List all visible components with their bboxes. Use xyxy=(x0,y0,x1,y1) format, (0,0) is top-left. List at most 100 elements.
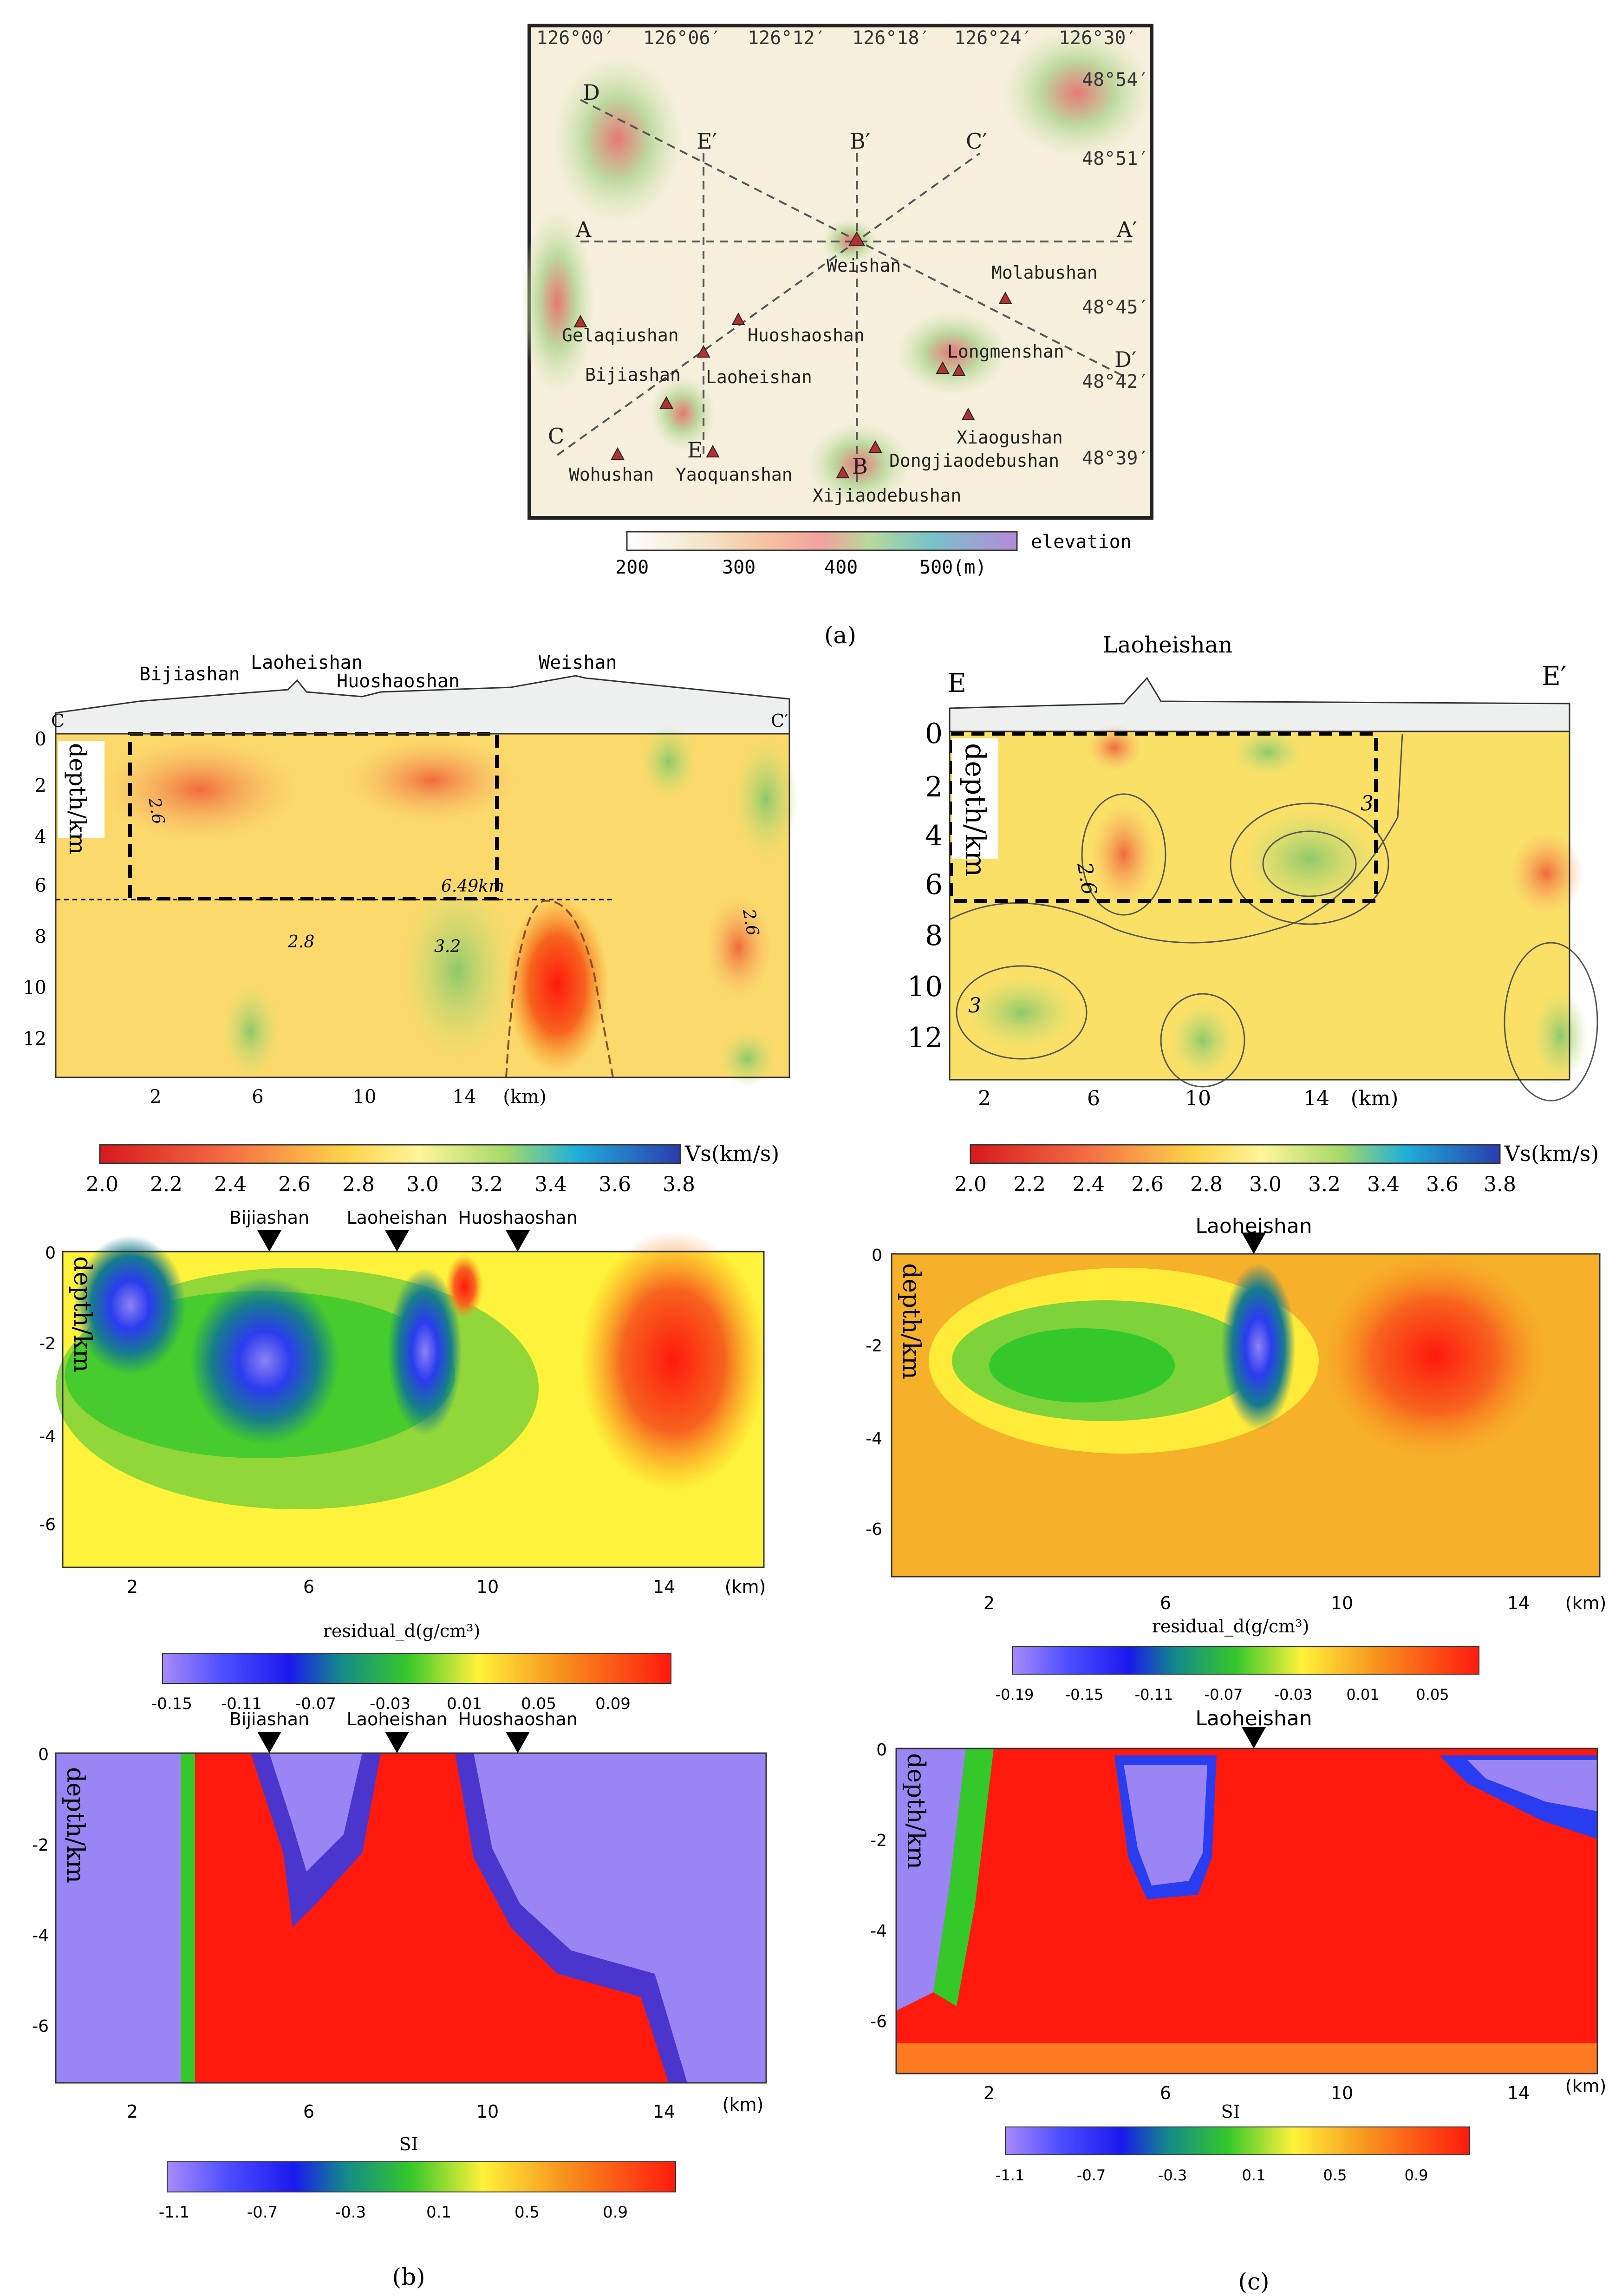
x-tick: 10 xyxy=(1331,1593,1353,1613)
x-tick: 6 xyxy=(1087,1087,1100,1110)
volcano-label: Wohushan xyxy=(569,464,654,485)
colorbar-tick: 0.01 xyxy=(447,1695,482,1713)
colorbar-tick: -1.1 xyxy=(159,2203,189,2222)
panel-a-label: (a) xyxy=(824,622,856,649)
si-colorbar: -1.1 -0.7 -0.3 0.1 0.5 0.9 xyxy=(996,2126,1470,2184)
profile-end-label: C xyxy=(548,424,564,449)
colorbar-tick: -0.07 xyxy=(295,1695,336,1713)
x-tick: 2 xyxy=(984,1593,995,1613)
x-tick: 10 xyxy=(1331,2083,1353,2103)
colorbar-label: residual_d(g/cm³) xyxy=(323,1621,481,1642)
profile-start-label: C xyxy=(51,711,65,731)
colorbar-tick: 2.2 xyxy=(1013,1173,1046,1196)
b-vs-section: C C′ Bijiashan Laoheishan Huoshaoshan We… xyxy=(23,652,799,1196)
colorbar-tick: 2.8 xyxy=(1190,1173,1223,1196)
lon-label: 126°24′ xyxy=(954,27,1033,49)
depth-tick: 8 xyxy=(925,920,943,952)
colorbar-tick: -0.7 xyxy=(247,2203,278,2222)
marker-label: Laoheishan xyxy=(1195,1214,1312,1238)
marker-label: Bijiashan xyxy=(229,1207,309,1228)
lon-label: 126°18′ xyxy=(852,27,931,49)
colorbar-tick: 0.1 xyxy=(426,2203,451,2222)
profile-end-label: B′ xyxy=(850,129,870,154)
x-tick: 2 xyxy=(984,2083,995,2103)
depth-tick: 10 xyxy=(23,977,46,998)
depth-axis-label: depth/km xyxy=(959,743,991,877)
vs-colorbar: Vs(km/s) 2.0 2.2 2.4 2.6 2.8 3.0 3.2 3.4… xyxy=(86,1141,779,1196)
colorbar-tick: 0.5 xyxy=(515,2203,540,2222)
x-tick: 2 xyxy=(127,2101,138,2122)
density-anomalies xyxy=(929,1254,1546,1458)
colorbar-tick: 2.6 xyxy=(1131,1173,1164,1196)
density-colorbar: -0.19 -0.15 -0.11 -0.07 -0.03 0.01 0.05 xyxy=(996,1646,1479,1703)
depth-tick: 0 xyxy=(925,718,943,750)
volcano-markers xyxy=(257,1732,530,1753)
depth-tick: 6 xyxy=(925,868,943,901)
depth-tick: 12 xyxy=(23,1028,46,1050)
elevation-label: elevation xyxy=(1031,531,1132,553)
profile-end-label: C′ xyxy=(966,129,987,154)
peak-label: Weishan xyxy=(539,652,617,673)
colorbar-tick: 2.2 xyxy=(150,1173,182,1196)
volcano-label: Xijiaodebushan xyxy=(813,485,961,506)
panel-b-label: (b) xyxy=(392,2263,425,2290)
depth-tick: -2 xyxy=(866,1337,882,1356)
volcano-label: Xiaogushan xyxy=(957,427,1063,448)
vs-anomalies xyxy=(966,724,1588,1082)
volcano-label: Gelaqiushan xyxy=(562,325,679,346)
marker-label: Bijiashan xyxy=(229,1709,309,1729)
x-tick: 14 xyxy=(1507,1593,1530,1613)
volcano-label: Longmenshan xyxy=(947,341,1064,362)
colorbar-tick: -0.11 xyxy=(1135,1686,1173,1703)
depth-tick: 4 xyxy=(925,820,943,852)
contour-lines xyxy=(949,733,1598,1102)
contour-label: 2.6 xyxy=(739,907,762,937)
volcano-label: Huoshaoshan xyxy=(748,325,865,346)
x-tick: 10 xyxy=(476,2101,499,2122)
si-field xyxy=(896,1748,1597,2074)
depth-axis-label: depth/km xyxy=(64,743,91,854)
colorbar-tick: 3.4 xyxy=(1367,1173,1400,1196)
lon-label: 126°00′ xyxy=(536,27,615,49)
depth-tick: -4 xyxy=(866,1429,882,1448)
volcano-label: Dongjiaodebushan xyxy=(889,450,1059,471)
si-anomalies xyxy=(896,1748,1597,2074)
peak-label: Laoheishan xyxy=(251,652,363,673)
x-tick: 6 xyxy=(303,2101,314,2122)
c-vs-section: E E′ Laoheishan depth/km 2.6 3 3 0 2 4 6… xyxy=(907,632,1599,1196)
profile-end-label: D xyxy=(583,80,600,105)
colorbar-tick: 2.0 xyxy=(86,1173,118,1196)
colorbar-tick: 3.0 xyxy=(1249,1173,1282,1196)
colorbar-label: SI xyxy=(399,2134,418,2154)
vs-colorbar: Vs(km/s) 2.0 2.2 2.4 2.6 2.8 3.0 3.2 3.4… xyxy=(954,1141,1599,1196)
depth-tick: 6 xyxy=(35,875,46,896)
depth-tick: -6 xyxy=(32,2017,49,2036)
volcano-label: Molabushan xyxy=(991,262,1098,283)
depth-tick: 0 xyxy=(872,1246,882,1265)
lon-label: 126°06′ xyxy=(643,27,722,49)
depth-tick: 0 xyxy=(38,1745,49,1764)
x-tick: 2 xyxy=(978,1087,991,1110)
b-si-section: depth/km Bijiashan Laoheishan Huoshaosha… xyxy=(32,1709,767,2290)
panel-c-label: (c) xyxy=(1238,2268,1269,2295)
lon-label: 126°12′ xyxy=(748,27,826,49)
low-velocity-box xyxy=(128,732,499,900)
depth-tick: -6 xyxy=(39,1515,56,1534)
depth-tick: 2 xyxy=(925,771,943,803)
lat-label: 48°54′ xyxy=(1082,69,1149,91)
colorbar-tick: -0.03 xyxy=(370,1695,410,1713)
topo-profile xyxy=(949,677,1570,732)
topo-profile xyxy=(55,675,790,735)
x-tick: 10 xyxy=(353,1086,377,1108)
elevation-tick: 300 xyxy=(722,557,756,578)
lon-label: 126°30′ xyxy=(1059,27,1137,49)
volcano-label: Laoheishan xyxy=(706,367,812,387)
depth-tick: 8 xyxy=(35,926,46,947)
depth-tick: -4 xyxy=(32,1926,49,1945)
colorbar-tick: 0.05 xyxy=(1416,1686,1449,1703)
x-unit: (km) xyxy=(1351,1087,1399,1110)
profile-end-label: E′ xyxy=(1542,661,1567,691)
profile-end-label: E′ xyxy=(697,129,717,154)
volcano-marker xyxy=(1242,1727,1266,1748)
